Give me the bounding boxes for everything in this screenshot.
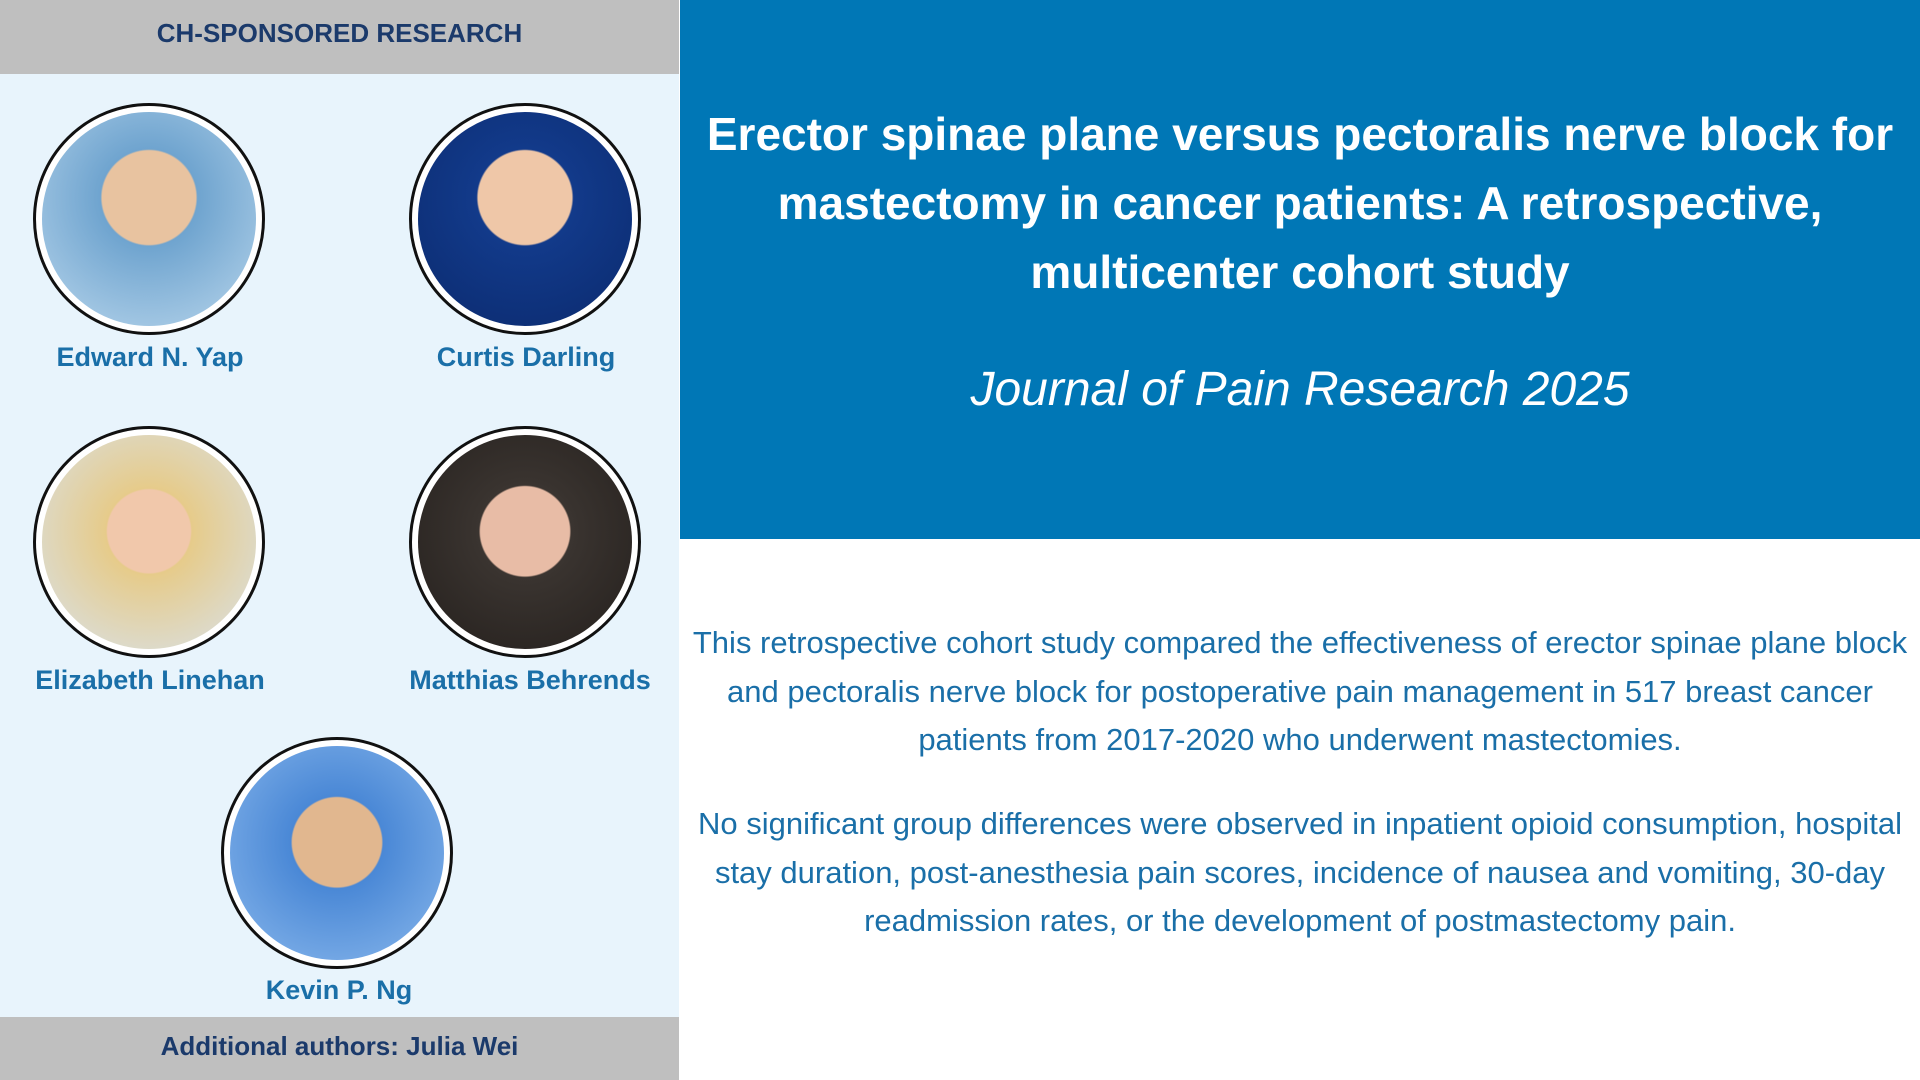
photo <box>221 737 453 969</box>
author-name: Elizabeth Linehan <box>35 665 265 695</box>
journal: Journal of Pain Research 2025 <box>970 363 1630 416</box>
photo <box>33 103 265 335</box>
authors-panel: CH-SPONSORED RESEARCH Edward N. Yap Curt… <box>0 0 679 1080</box>
photo <box>409 426 641 658</box>
footer: Additional authors: Julia Wei <box>0 1017 679 1080</box>
header: CH-SPONSORED RESEARCH <box>0 0 679 74</box>
author-name: Curtis Darling <box>436 342 616 372</box>
author-name: Matthias Behrends <box>409 665 651 695</box>
paragraph: This retrospective cohort study compared… <box>692 625 1908 757</box>
author-name: Edward N. Yap <box>56 342 244 372</box>
article-title: Erector spinae plane versus pectoralis n… <box>706 108 1894 298</box>
title-block: Erector spinae plane versus pectoralis n… <box>680 0 1920 539</box>
author-name: Kevin P. Ng <box>265 975 413 1005</box>
photo <box>409 103 641 335</box>
paragraph: No significant group differences were ob… <box>698 806 1902 938</box>
photo <box>33 426 265 658</box>
